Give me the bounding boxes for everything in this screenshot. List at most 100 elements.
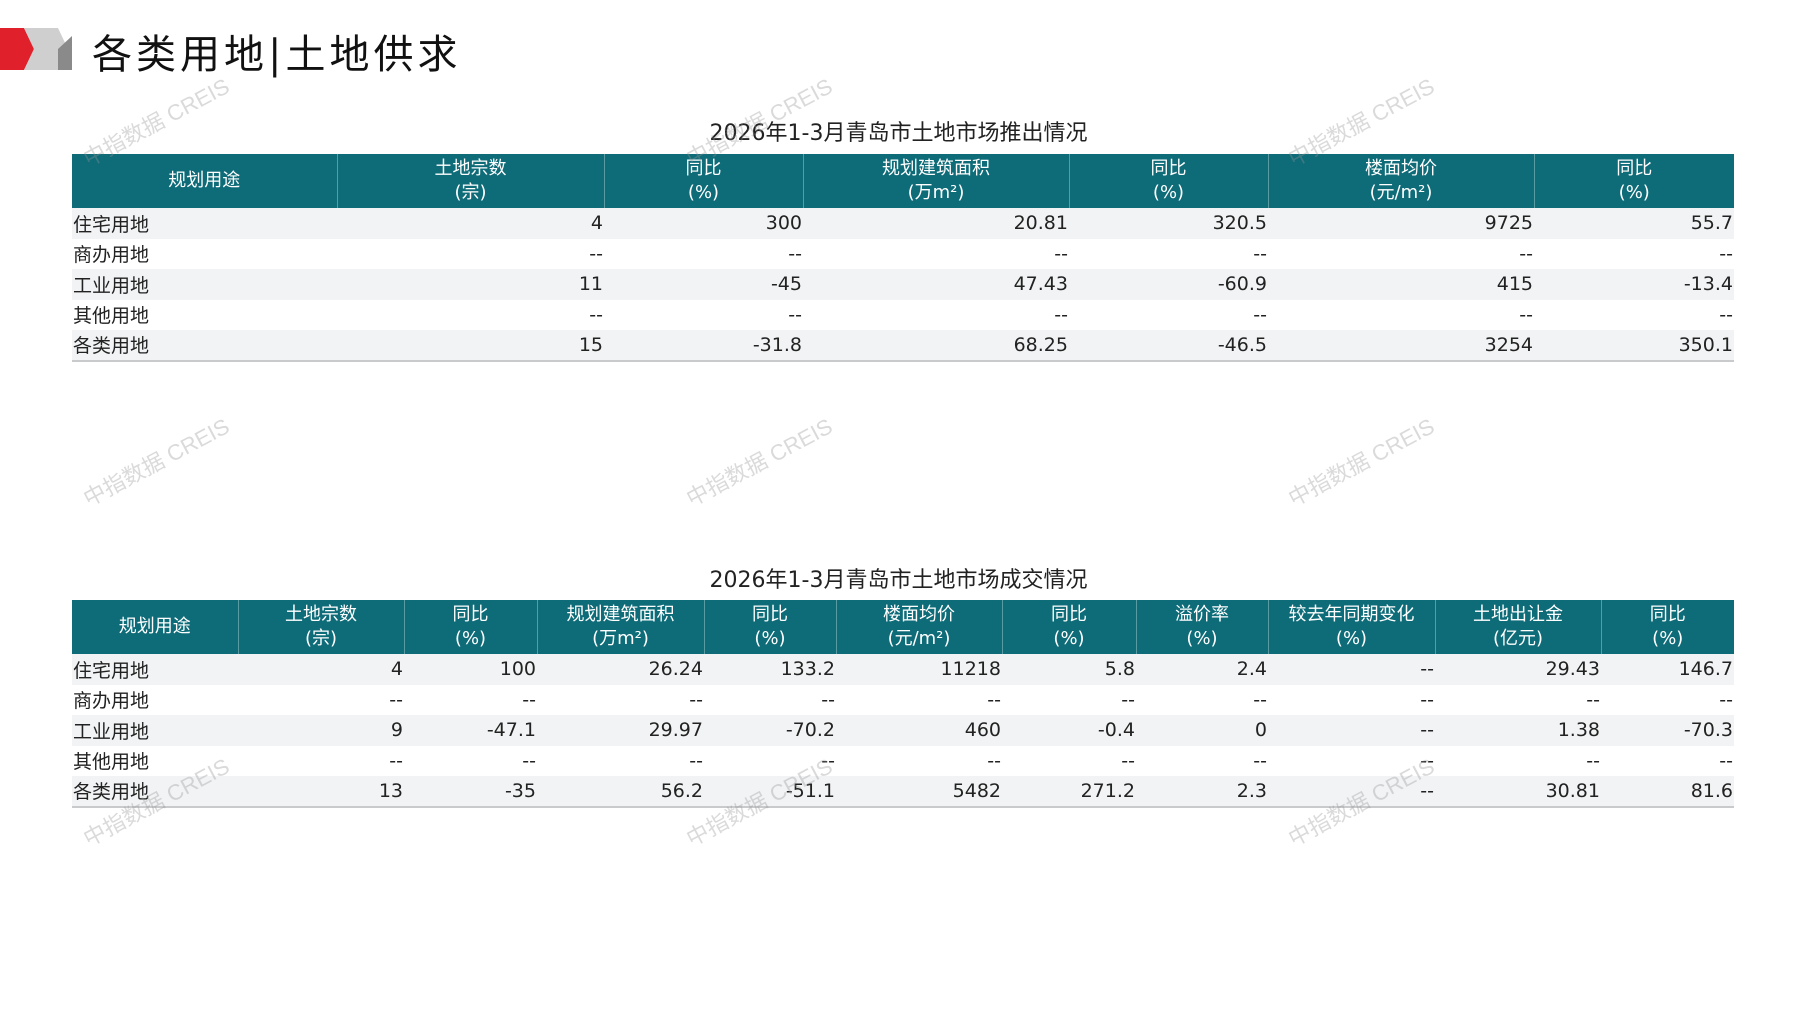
table-cell: -- bbox=[1719, 242, 1733, 265]
table-cell: -51.1 bbox=[704, 776, 836, 808]
table-cell: -- bbox=[1268, 715, 1435, 746]
table-cell: -- bbox=[1586, 749, 1600, 772]
column-header-line: (%) bbox=[1335, 628, 1368, 649]
column-header-line: (%) bbox=[1652, 628, 1684, 649]
row-label: 各类用地 bbox=[72, 776, 238, 808]
column-header-line: (%) bbox=[1618, 182, 1650, 203]
table-cell: -0.4 bbox=[1002, 715, 1136, 746]
watermark: 中指数据 CREIS bbox=[79, 413, 234, 512]
table-cell: 146.7 bbox=[1601, 654, 1734, 685]
column-header: 溢价率 (%) bbox=[1135, 600, 1268, 654]
table-cell: -- bbox=[1121, 749, 1135, 772]
column-header-line: (万m²) bbox=[907, 182, 965, 203]
table-cell: 26.24 bbox=[537, 654, 704, 685]
table-cell: 55.7 bbox=[1534, 208, 1734, 239]
row-label: 其他用地 bbox=[73, 305, 150, 328]
row-label: 工业用地 bbox=[72, 715, 238, 746]
row-label: 商办用地 bbox=[73, 690, 150, 713]
table-cell: -70.2 bbox=[704, 715, 836, 746]
table-cell: 15 bbox=[337, 330, 604, 362]
table-cell: 2.3 bbox=[1136, 776, 1268, 808]
table-cell: 81.6 bbox=[1601, 776, 1734, 808]
table-cell: 1.38 bbox=[1435, 715, 1601, 746]
table-cell: 415 bbox=[1268, 269, 1534, 300]
column-header-line: 较去年同期变化 bbox=[1288, 604, 1415, 625]
column-header: 土地宗数 (宗) bbox=[237, 600, 404, 654]
table-cell: -60.9 bbox=[1069, 269, 1268, 300]
column-header: 同比 (%) bbox=[1600, 600, 1734, 654]
column-header: 同比 (%) bbox=[703, 600, 836, 654]
column-header-line: (元/m²) bbox=[887, 628, 951, 649]
watermark: 中指数据 CREIS bbox=[1284, 413, 1439, 512]
column-header: 同比 (%) bbox=[403, 600, 537, 654]
table-cell: 20.81 bbox=[803, 208, 1069, 239]
table-cell: 56.2 bbox=[537, 776, 704, 808]
table-cell: -- bbox=[987, 688, 1001, 711]
column-header: 较去年同期变化 (%) bbox=[1267, 600, 1435, 654]
table-cell: -- bbox=[389, 688, 403, 711]
table-cell: 47.43 bbox=[803, 269, 1069, 300]
table-cell: -35 bbox=[404, 776, 537, 808]
table-cell: -47.1 bbox=[404, 715, 537, 746]
row-label: 各类用地 bbox=[72, 330, 337, 362]
row-label: 工业用地 bbox=[72, 269, 337, 300]
column-header-line: 溢价率 bbox=[1175, 604, 1229, 625]
column-header-line: (宗) bbox=[454, 182, 487, 203]
column-header-line: (%) bbox=[687, 182, 720, 203]
table-cell: 11 bbox=[337, 269, 604, 300]
table-row: 工业用地 9 -47.1 29.97 -70.2 460 -0.4 0 -- 1.38 -70.3 bbox=[72, 715, 1734, 746]
column-header: 土地宗数 (宗) bbox=[336, 154, 604, 208]
column-header: 楼面均价 (元/m²) bbox=[835, 600, 1002, 654]
table-cell: 4 bbox=[238, 654, 404, 685]
table-row: 各类用地 15 -31.8 68.25 -46.5 3254 350.1 bbox=[72, 330, 1734, 362]
column-header: 同比 (%) bbox=[1001, 600, 1136, 654]
column-header-line: (%) bbox=[454, 628, 487, 649]
column-header-line: 同比 bbox=[752, 604, 788, 625]
table-cell: 29.43 bbox=[1435, 654, 1601, 685]
table-cell: 4 bbox=[337, 208, 604, 239]
table-cell: -- bbox=[987, 749, 1001, 772]
watermark: 中指数据 CREIS bbox=[682, 413, 837, 512]
table-cell: 9725 bbox=[1268, 208, 1534, 239]
table-row: 其他用地 -- -- -- -- -- -- -- -- -- -- bbox=[72, 746, 1734, 777]
column-header: 同比 (%) bbox=[1068, 154, 1268, 208]
column-header-line: 同比 bbox=[1616, 158, 1653, 179]
column-header: 楼面均价 (元/m²) bbox=[1267, 154, 1534, 208]
column-header-line: 同比 bbox=[452, 604, 489, 625]
table-cell: -- bbox=[1719, 749, 1733, 772]
column-header-line: (万m²) bbox=[592, 628, 649, 649]
table-cell: -70.3 bbox=[1601, 715, 1734, 746]
column-header: 同比 (%) bbox=[1533, 154, 1734, 208]
table-cell: 30.81 bbox=[1435, 776, 1601, 808]
table-cell: 460 bbox=[836, 715, 1002, 746]
column-header-line: 土地宗数 bbox=[434, 158, 507, 179]
table-cell: 133.2 bbox=[704, 654, 836, 685]
column-header-line: 规划建筑面积 bbox=[882, 158, 990, 179]
table-cell: -- bbox=[1420, 749, 1434, 772]
table-row: 商办用地 -- -- -- -- -- -- bbox=[72, 239, 1734, 270]
table-cell: -- bbox=[788, 303, 802, 326]
deals-table: 规划用途 土地宗数 (宗) 同比 (%) 规划建筑面积 (万m²) 同比 (%) 楼面均价 (元/m… bbox=[72, 600, 1734, 808]
table-cell: 11218 bbox=[836, 654, 1002, 685]
deals-table-title: 2026年1-3月青岛市土地市场成交情况 bbox=[709, 568, 1088, 593]
column-header-line: 规划建筑面积 bbox=[566, 604, 675, 625]
table-row: 其他用地 -- -- -- -- -- -- bbox=[72, 300, 1734, 331]
column-header: 规划用途 bbox=[72, 154, 337, 208]
column-header-line: 同比 bbox=[1051, 604, 1087, 625]
column-header-line: 土地出让金 bbox=[1473, 604, 1563, 625]
table-cell: -- bbox=[1420, 688, 1434, 711]
table-cell: -- bbox=[689, 749, 703, 772]
table-cell: -- bbox=[1268, 654, 1435, 685]
table-cell: -- bbox=[522, 688, 536, 711]
column-header-line: (%) bbox=[1053, 628, 1085, 649]
column-header-line: (%) bbox=[754, 628, 786, 649]
table-cell: 3254 bbox=[1268, 330, 1534, 362]
table-cell: -- bbox=[1719, 688, 1733, 711]
table-cell: -- bbox=[389, 749, 403, 772]
column-header-line: 土地宗数 bbox=[285, 604, 357, 625]
column-header-line: 同比 bbox=[1150, 158, 1187, 179]
table-cell: 5.8 bbox=[1002, 654, 1136, 685]
table-cell: -- bbox=[1253, 303, 1267, 326]
table-row: 住宅用地 4 100 26.24 133.2 11218 5.8 2.4 -- 29.43 146.… bbox=[72, 654, 1734, 685]
supply-table: 规划用途 土地宗数 (宗) 同比 (%) 规划建筑面积 (万m²) 同比 (%) 楼面均价 (元/m… bbox=[72, 154, 1734, 362]
